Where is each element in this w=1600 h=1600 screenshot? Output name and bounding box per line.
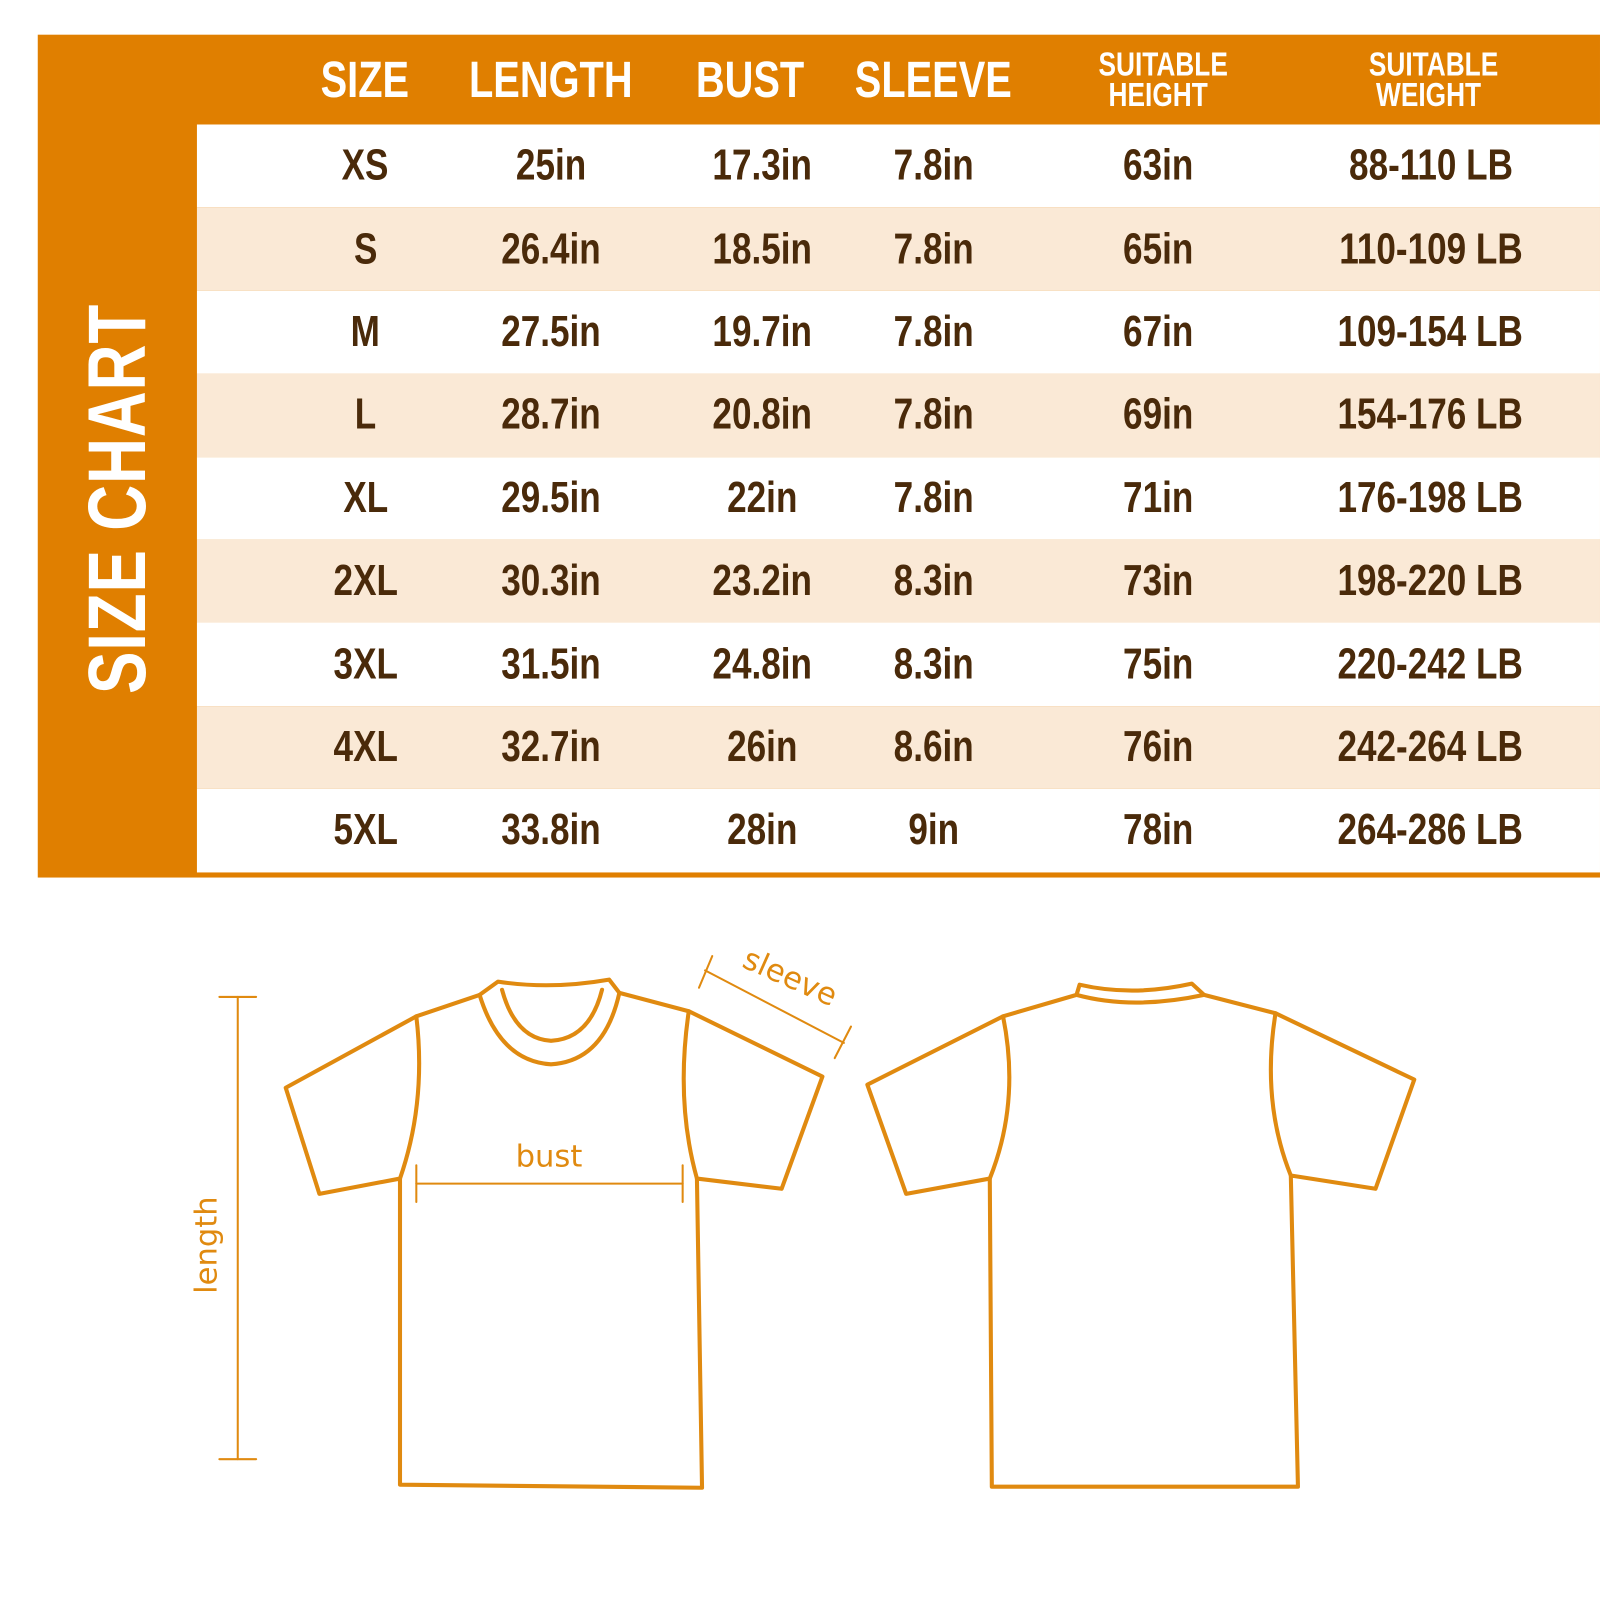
cell-sleeve: 8.3in <box>893 556 974 606</box>
cell-sleeve: 9in <box>908 805 960 855</box>
cell-bust: 20.8in <box>712 390 812 440</box>
cell-height: 69in <box>1123 390 1194 440</box>
header-suitable-height: SUITABLE HEIGHT <box>1098 44 1228 114</box>
cell-bust: 22in <box>727 473 798 523</box>
cell-size: M <box>350 307 380 357</box>
cell-size: 5XL <box>333 805 398 855</box>
cell-weight: 198-220 LB <box>1337 556 1524 606</box>
cell-sleeve: 7.8in <box>893 224 974 274</box>
cell-length: 32.7in <box>501 722 601 772</box>
cell-weight: 154-176 LB <box>1337 390 1524 440</box>
cell-height: 67in <box>1123 307 1194 357</box>
cell-sleeve: 8.6in <box>893 722 974 772</box>
cell-length: 31.5in <box>501 639 601 689</box>
cell-height: 76in <box>1123 722 1194 772</box>
cell-sleeve: 7.8in <box>893 390 974 440</box>
cell-sleeve: 7.8in <box>893 473 974 523</box>
cell-length: 25in <box>515 141 587 190</box>
header-length: LENGTH <box>469 51 633 109</box>
header-suitable-weight: SUITABLE WEIGHT <box>1368 44 1499 114</box>
cell-height: 78in <box>1123 805 1194 855</box>
cell-height: 71in <box>1123 473 1194 523</box>
sleeve-label: sleeve <box>738 942 843 1014</box>
cell-size: 4XL <box>333 722 398 772</box>
cell-bust: 17.3in <box>712 141 812 190</box>
size-table: XS 25in 17.3in 7.8in 63in 88-110 LB S 26.4in 18.… <box>196 124 1600 872</box>
header-sleeve: SLEEVE <box>855 51 1013 109</box>
cell-size: L <box>354 390 377 440</box>
cell-size: XS <box>341 141 389 190</box>
cell-length: 28.7in <box>501 390 601 440</box>
cell-bust: 28in <box>727 805 798 855</box>
cell-weight: 109-154 LB <box>1337 307 1524 357</box>
cell-length: 33.8in <box>501 805 601 855</box>
cell-length: 30.3in <box>501 556 601 606</box>
cell-size: 3XL <box>333 639 398 689</box>
cell-length: 29.5in <box>501 473 601 523</box>
cell-size: 2XL <box>333 556 398 606</box>
cell-bust: 19.7in <box>712 307 812 357</box>
header-bust: BUST <box>695 51 805 109</box>
table-row: 5XL 33.8in 28in 9in 78in 264-286 LB <box>196 788 1600 872</box>
cell-sleeve: 7.8in <box>893 307 974 357</box>
table-row: 3XL 31.5in 24.8in 8.3in 75in 220-242 LB <box>196 622 1600 706</box>
cell-weight: 176-198 LB <box>1337 473 1524 523</box>
table-row: XL 29.5in 22in 7.8in 71in 176-198 LB <box>196 456 1600 540</box>
table-row: XS 25in 17.3in 7.8in 63in 88-110 LB <box>196 124 1600 208</box>
table-row: 4XL 32.7in 26in 8.6in 76in 242-264 LB <box>196 705 1600 789</box>
length-label: length <box>189 1196 224 1294</box>
cell-bust: 18.5in <box>712 224 812 274</box>
cell-height: 63in <box>1123 141 1194 190</box>
cell-length: 26.4in <box>501 224 601 274</box>
cell-weight: 110-109 LB <box>1338 224 1523 274</box>
tshirt-back-icon <box>865 981 1417 1489</box>
table-row: M 27.5in 19.7in 7.8in 67in 109-154 LB <box>196 290 1600 374</box>
cell-size: S <box>353 224 378 274</box>
cell-length: 27.5in <box>501 307 601 357</box>
cell-weight: 88-110 LB <box>1348 141 1513 190</box>
tshirt-front-icon <box>283 977 825 1490</box>
cell-weight: 220-242 LB <box>1337 639 1524 689</box>
table-row: 2XL 30.3in 23.2in 8.3in 73in 198-220 LB <box>196 539 1600 623</box>
cell-size: XL <box>342 473 388 523</box>
bust-measure <box>415 1164 684 1204</box>
length-measure <box>218 995 258 1461</box>
cell-height: 75in <box>1123 639 1194 689</box>
bust-label: bust <box>516 1139 583 1174</box>
cell-bust: 23.2in <box>712 556 812 606</box>
table-row: L 28.7in 20.8in 7.8in 69in 154-176 LB <box>196 373 1600 457</box>
cell-weight: 264-286 LB <box>1337 805 1524 855</box>
cell-height: 73in <box>1123 556 1194 606</box>
cell-sleeve: 8.3in <box>893 639 974 689</box>
cell-height: 65in <box>1123 224 1194 274</box>
cell-weight: 242-264 LB <box>1337 722 1524 772</box>
header-size: SIZE <box>321 51 410 109</box>
cell-sleeve: 7.8in <box>893 141 974 190</box>
table-row: S 26.4in 18.5in 7.8in 65in 110-109 LB <box>196 207 1600 291</box>
cell-bust: 24.8in <box>712 639 812 689</box>
sleeve-measure <box>697 955 853 1060</box>
cell-bust: 26in <box>727 722 798 772</box>
